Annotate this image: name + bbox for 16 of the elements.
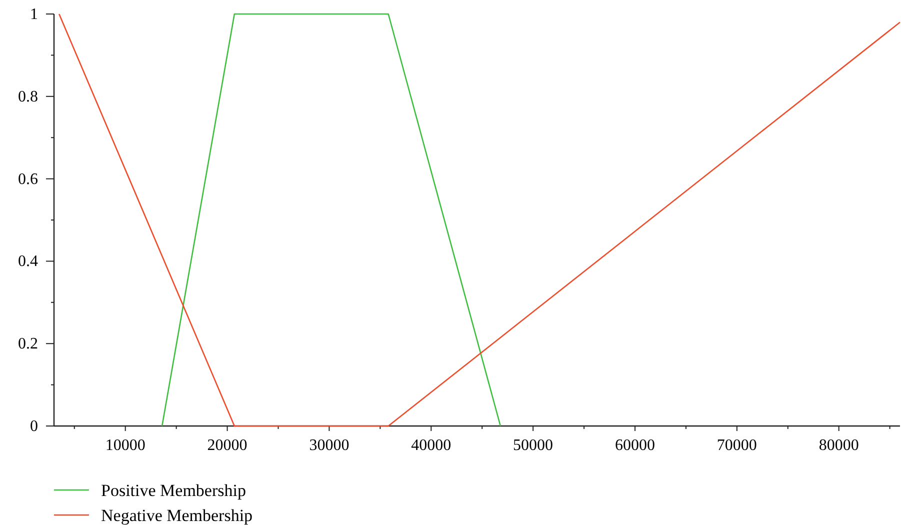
x-tick-label: 40000 xyxy=(411,437,452,454)
y-tick-label: 0.8 xyxy=(18,88,38,106)
y-tick-label: 0 xyxy=(30,418,38,435)
x-tick-label: 70000 xyxy=(716,437,757,454)
x-tick-label: 20000 xyxy=(207,437,248,454)
x-tick-label: 10000 xyxy=(105,437,146,454)
x-tick-label: 80000 xyxy=(818,437,859,454)
legend-label: Negative Membership xyxy=(101,506,253,525)
x-tick-label: 30000 xyxy=(309,437,350,454)
x-tick-label: 60000 xyxy=(614,437,655,454)
y-tick-label: 0.6 xyxy=(18,170,38,188)
x-tick-label: 50000 xyxy=(513,437,554,454)
y-tick-label: 0.2 xyxy=(18,336,38,353)
y-tick-label: 0.4 xyxy=(18,253,38,270)
legend-label: Positive Membership xyxy=(101,481,246,500)
y-tick-label: 1 xyxy=(30,6,38,23)
